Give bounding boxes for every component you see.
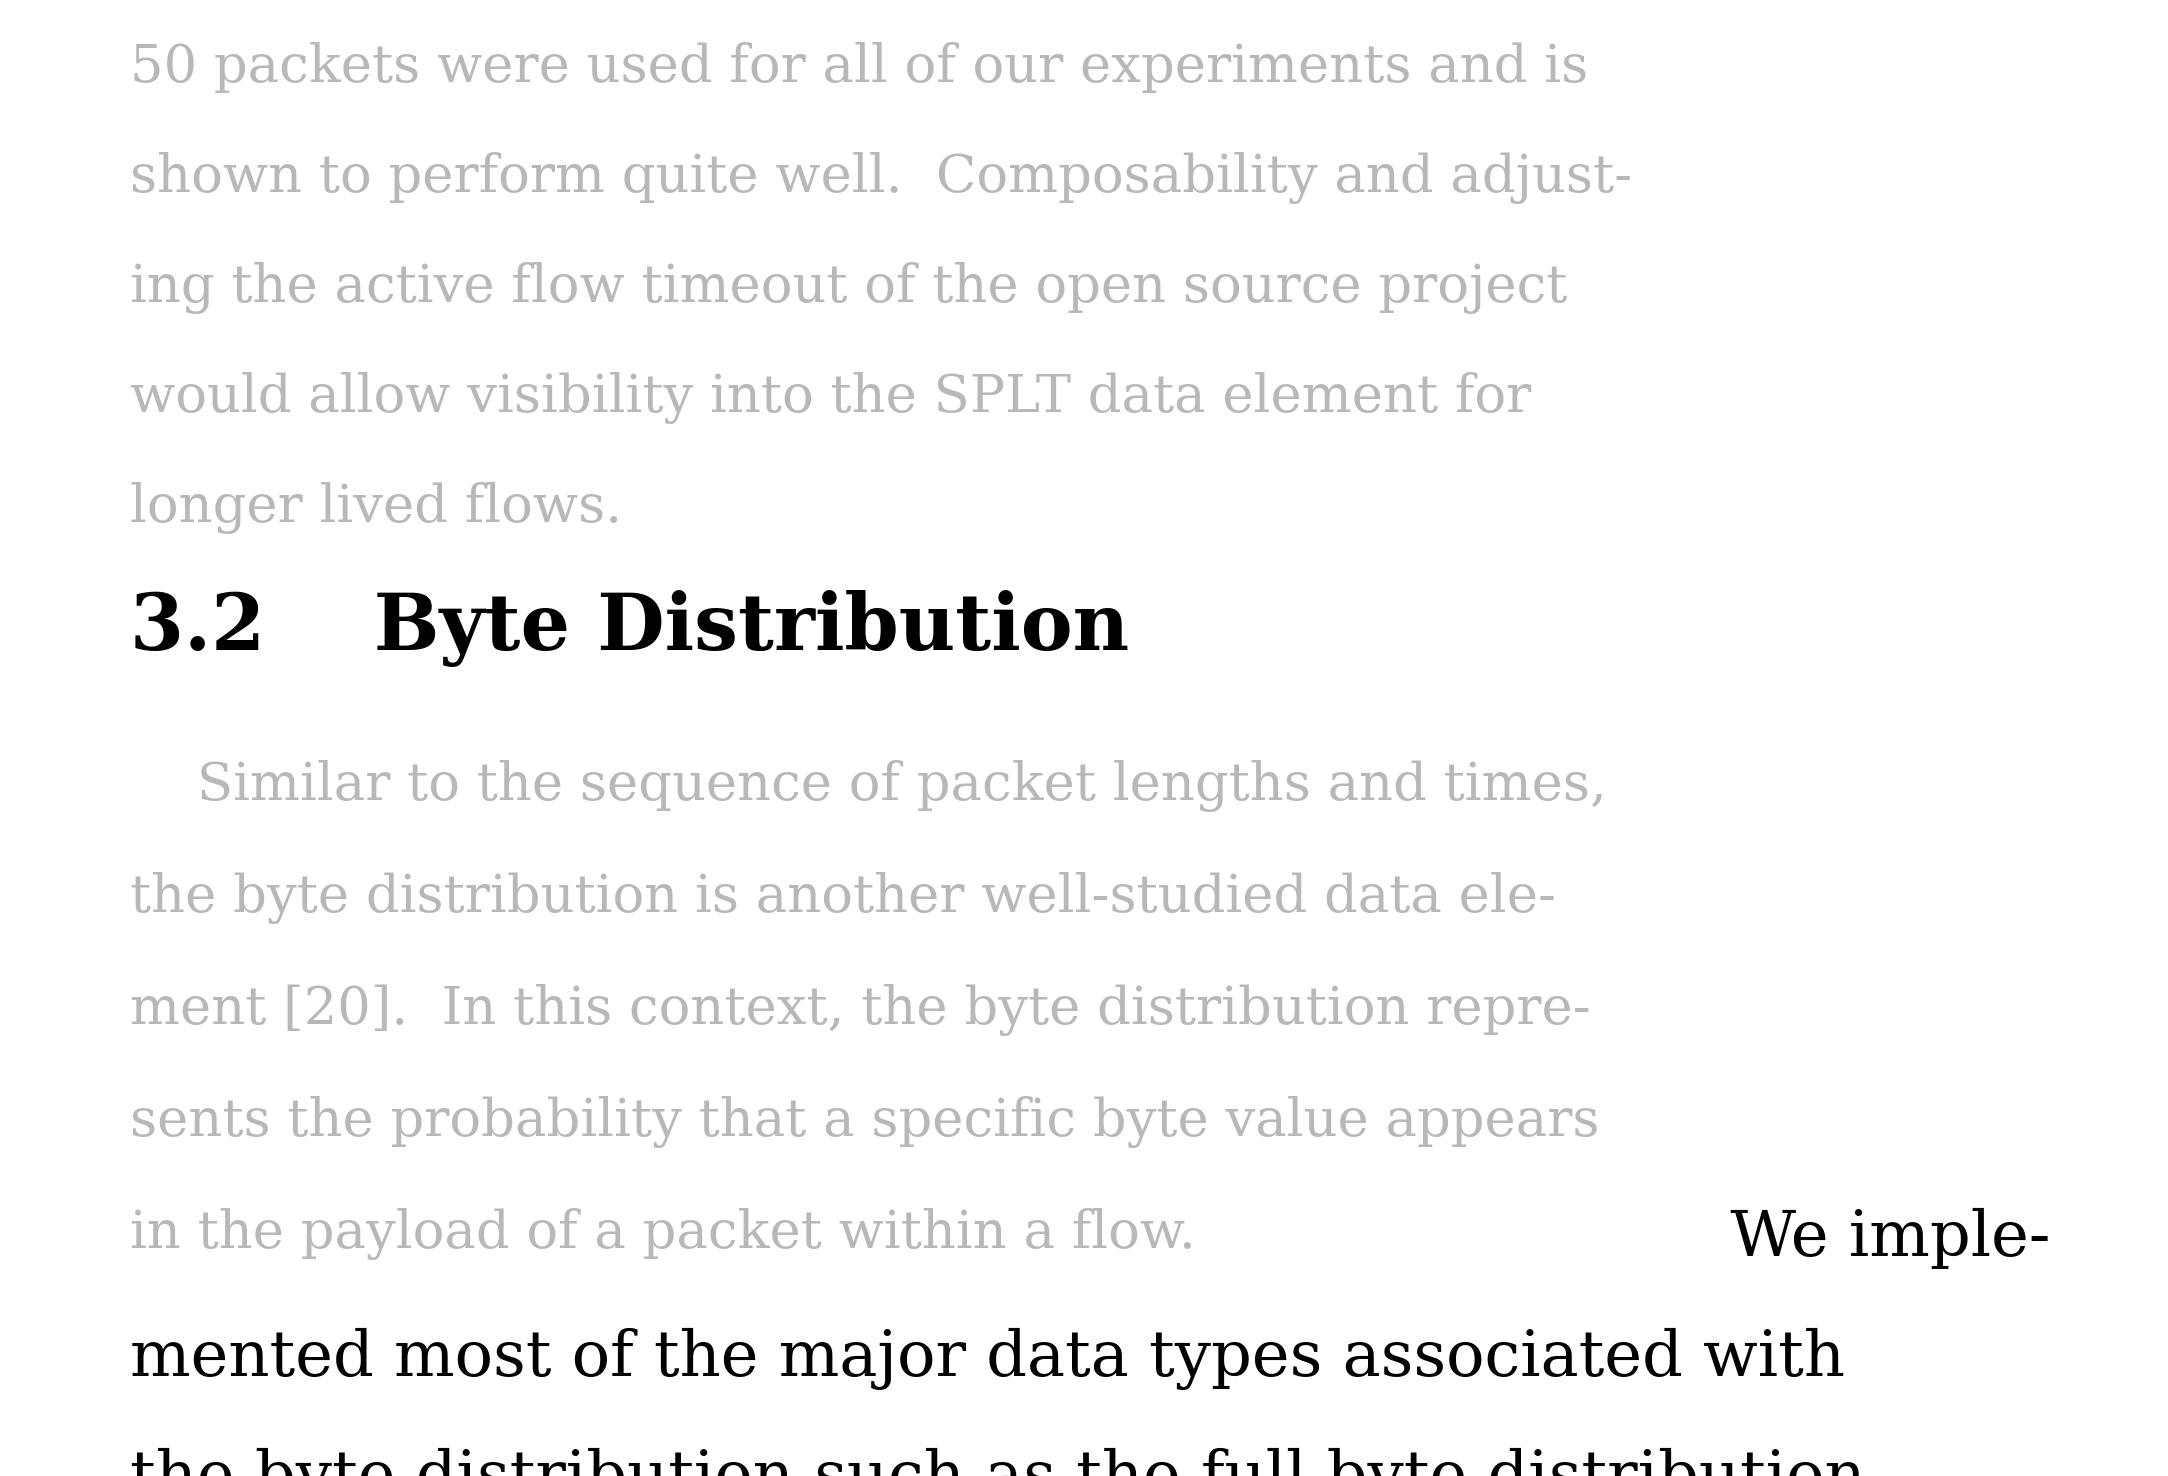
Text: would allow visibility into the SPLT data element for: would allow visibility into the SPLT dat…: [130, 372, 1531, 424]
Text: the byte distribution such as the full byte distribution,: the byte distribution such as the full b…: [130, 1448, 1886, 1476]
Text: 3.2    Byte Distribution: 3.2 Byte Distribution: [130, 590, 1130, 667]
Text: shown to perform quite well.  Composability and adjust-: shown to perform quite well. Composabili…: [130, 152, 1633, 204]
Text: the byte distribution is another well-studied data ele-: the byte distribution is another well-st…: [130, 872, 1557, 924]
Text: sents the probability that a specific byte value appears: sents the probability that a specific by…: [130, 1097, 1600, 1148]
Text: in the payload of a packet within a flow.: in the payload of a packet within a flow…: [130, 1207, 1197, 1261]
Text: longer lived flows.: longer lived flows.: [130, 483, 622, 534]
Text: ment [20].  In this context, the byte distribution repre-: ment [20]. In this context, the byte dis…: [130, 984, 1591, 1036]
Text: Similar to the sequence of packet lengths and times,: Similar to the sequence of packet length…: [130, 760, 1606, 812]
Text: mented most of the major data types associated with: mented most of the major data types asso…: [130, 1328, 1845, 1390]
Text: ing the active flow timeout of the open source project: ing the active flow timeout of the open …: [130, 263, 1567, 314]
Text: We imple-: We imple-: [1689, 1207, 2051, 1269]
Text: 50 packets were used for all of our experiments and is: 50 packets were used for all of our expe…: [130, 41, 1589, 93]
